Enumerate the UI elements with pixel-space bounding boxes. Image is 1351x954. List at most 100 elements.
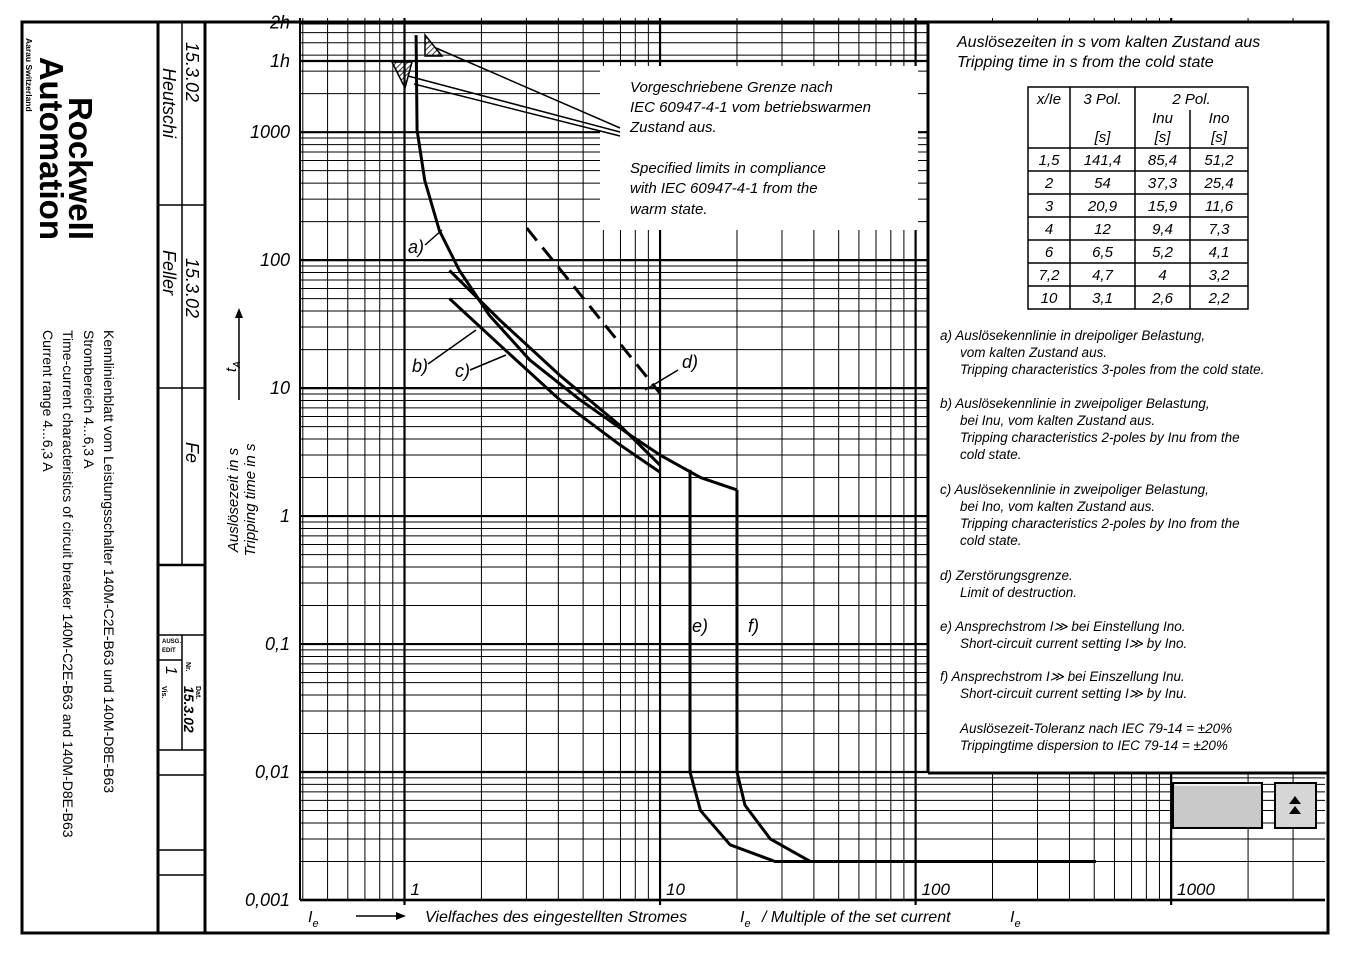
y-symbol-part: A [232,361,243,369]
table-cell: 2 Pol. [1171,91,1210,108]
table-cell: 7,2 [1039,267,1061,284]
table-cell: 4 [1158,267,1166,284]
table-cell: 2,2 [1208,290,1231,307]
table-cell: 6 [1045,244,1054,261]
date-label: Dat. [194,686,201,699]
table-cell: 15,9 [1148,198,1178,215]
table-cell: 4,1 [1209,244,1230,261]
table-cell: 11,6 [1205,198,1234,215]
note-line: bei Ino, vom kalten Zustand aus. [960,499,1155,514]
curve-label: c) [455,361,470,381]
y-tick-label: 1000 [250,122,290,142]
x-tick-label: 10 [666,880,685,899]
curve [525,227,662,395]
axis-arrow-head [235,308,243,318]
x-tick-label: 100 [922,880,951,899]
note-line: b) Auslösekennlinie in zweipoliger Belas… [940,396,1210,411]
panel-title: Tripping time in s from the cold state [957,54,1214,71]
note-line: Short-circuit current setting I≫ by Inu. [960,686,1187,701]
note-line: bei Inu, vom kalten Zustand aus. [960,413,1155,428]
x-label-part: Vielfaches des eingestellten Stromes [425,909,687,926]
approval: Fe [182,442,202,463]
x-label-part: e [1014,918,1020,930]
table-cell: 12 [1094,221,1111,238]
note-line: Limit of destruction. [960,585,1077,600]
edit-no: 1 [162,666,179,675]
x-label-part: I [308,909,313,926]
y-symbol-part: t [223,367,240,372]
y-symbol: tA [223,361,243,372]
x-axis-label: Ie Vielfaches des eingestellten Stromes Ie… [308,909,1021,930]
annotation-line: Specified limits in compliance [630,160,826,177]
vis-label: Vis. [160,686,167,698]
leader-line [644,369,679,391]
x-label-part: I [740,909,745,926]
annotation: Vorgeschriebene Grenze nach IEC 60947-4-… [629,79,871,218]
note-line: Tripping characteristics 2-poles by Inu … [960,430,1240,445]
y-tick-label: 100 [260,250,290,270]
edit-label: EDIT [162,648,176,654]
table-cell: x/Ie [1036,91,1061,108]
note-line: e) Ansprechstrom I≫ bei Einstellung Ino. [940,619,1186,634]
y-tick-label: 10 [270,378,290,398]
curve-label: d) [682,352,698,372]
description: Time-current characteristics of circuit … [60,330,76,838]
table-cell: 10 [1041,290,1058,307]
curve [688,469,811,863]
description: Strombereich 4...6,3 A [81,330,97,469]
table-cell: Inu [1152,110,1174,127]
edit-date: 15.3.02 [181,686,197,733]
leader-line [424,229,443,246]
button[interactable] [1172,782,1263,829]
button-icon [1289,796,1301,804]
y-tick-label: 0,1 [265,634,290,654]
annotation-line: IEC 60947-4-1 vom betriebswarmen [630,99,871,116]
annotation-line: with IEC 60947-4-1 from the [630,180,818,197]
button-icon [1289,806,1301,814]
table-cell: 2,6 [1151,290,1174,307]
curve-label: f) [748,616,759,636]
curve [448,297,661,474]
edit-label: AUSG. [162,639,181,645]
table-cell: [s] [1094,129,1112,146]
description: Kennlinienblatt vom Leistungsschalter 14… [101,330,117,793]
company: Automation [33,57,70,240]
table-cell: 20,9 [1087,198,1118,215]
table-cell: 3,1 [1092,290,1113,307]
leader-line [469,354,507,371]
table-border [1027,86,1249,310]
x-label-part: e [312,918,318,930]
notes: a) Auslösekennlinie in dreipoliger Belas… [940,328,1264,753]
y-tick-label: 0,01 [255,762,290,782]
leader-line [413,83,621,137]
location: Aarau Switzerland [24,38,34,112]
note-line: Tripping characteristics 3-poles from th… [960,362,1264,377]
drawn-date: 15.3.02 [182,42,202,102]
table-cell: 1,5 [1039,152,1061,169]
scroll-top-button[interactable] [1274,782,1317,829]
table-cell: 5,2 [1152,244,1174,261]
table-cell: 2 [1044,175,1054,192]
x-label-part: e [744,918,750,930]
axis-arrow-head [396,912,406,920]
leader-line [427,329,477,365]
table-cell: 85,4 [1148,152,1177,169]
table-cell: 7,3 [1209,221,1231,238]
note-line: c) Auslösekennlinie in zweipoliger Belas… [940,482,1209,497]
annotation-line: warm state. [630,201,708,218]
curve [414,35,738,492]
y-tick-label: 1 [280,506,290,526]
y-tick-label: 0,001 [245,890,290,910]
note-line: cold state. [960,533,1022,548]
annotation-line: Vorgeschriebene Grenze nach [630,79,833,96]
leader-line [407,75,621,133]
table-cell: 3,2 [1209,267,1231,284]
panel-bg [928,22,1328,773]
limit-region [424,32,444,57]
company: Rockwell [62,97,99,240]
note-line: Short-circuit current setting I≫ by Ino. [960,636,1187,651]
annotation-line: Zustand aus. [629,119,717,136]
curve-label: a) [408,237,424,257]
checked-date: 15.3.02 [182,258,202,318]
